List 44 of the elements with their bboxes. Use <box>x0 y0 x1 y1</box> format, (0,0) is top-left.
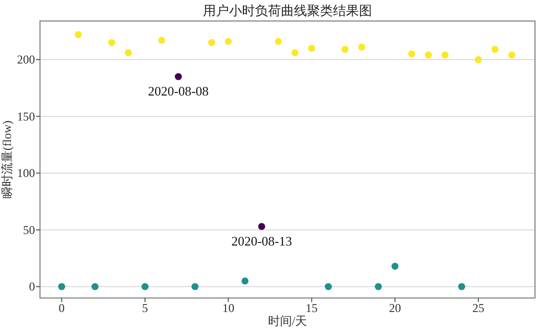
x-tick-label: 5 <box>142 301 148 315</box>
point <box>424 52 432 59</box>
point <box>308 44 316 52</box>
x-tick-label: 25 <box>472 301 484 315</box>
point <box>92 283 98 290</box>
point <box>224 38 232 45</box>
y-tick-label: 100 <box>17 166 35 180</box>
x-tick-label: 0 <box>58 301 65 315</box>
x-tick-label: 15 <box>306 301 318 315</box>
x-axis-title: 时间/天 <box>268 314 308 328</box>
point <box>142 283 148 290</box>
point <box>342 46 348 53</box>
point <box>492 46 498 53</box>
annotation: 2020-08-13 <box>231 233 292 248</box>
point <box>408 50 416 58</box>
point <box>242 277 248 284</box>
y-axis-title: 瞬时流量(flow) <box>0 120 14 198</box>
point <box>258 222 266 230</box>
point <box>74 31 82 38</box>
chart-title: 用户小时负荷曲线聚类结果图 <box>203 3 372 18</box>
point <box>58 283 66 290</box>
point <box>358 44 366 51</box>
y-tick-label: 150 <box>17 109 35 124</box>
point <box>508 52 516 59</box>
point <box>158 36 166 44</box>
point <box>124 49 132 56</box>
point <box>442 52 448 59</box>
point <box>324 283 332 290</box>
point <box>374 283 382 290</box>
y-tick-label: 50 <box>23 222 35 237</box>
annotation: 2020-08-08 <box>148 84 209 99</box>
point <box>108 39 116 46</box>
point <box>392 262 398 270</box>
x-tick-label: 20 <box>389 301 401 315</box>
x-tick-label: 10 <box>222 301 234 315</box>
point <box>274 38 282 45</box>
point <box>458 283 466 290</box>
point <box>192 283 198 290</box>
point <box>174 73 182 80</box>
y-tick-label: 0 <box>29 280 35 294</box>
y-tick-label: 200 <box>17 52 35 67</box>
point <box>292 49 298 56</box>
point <box>208 39 216 46</box>
point <box>474 56 482 64</box>
